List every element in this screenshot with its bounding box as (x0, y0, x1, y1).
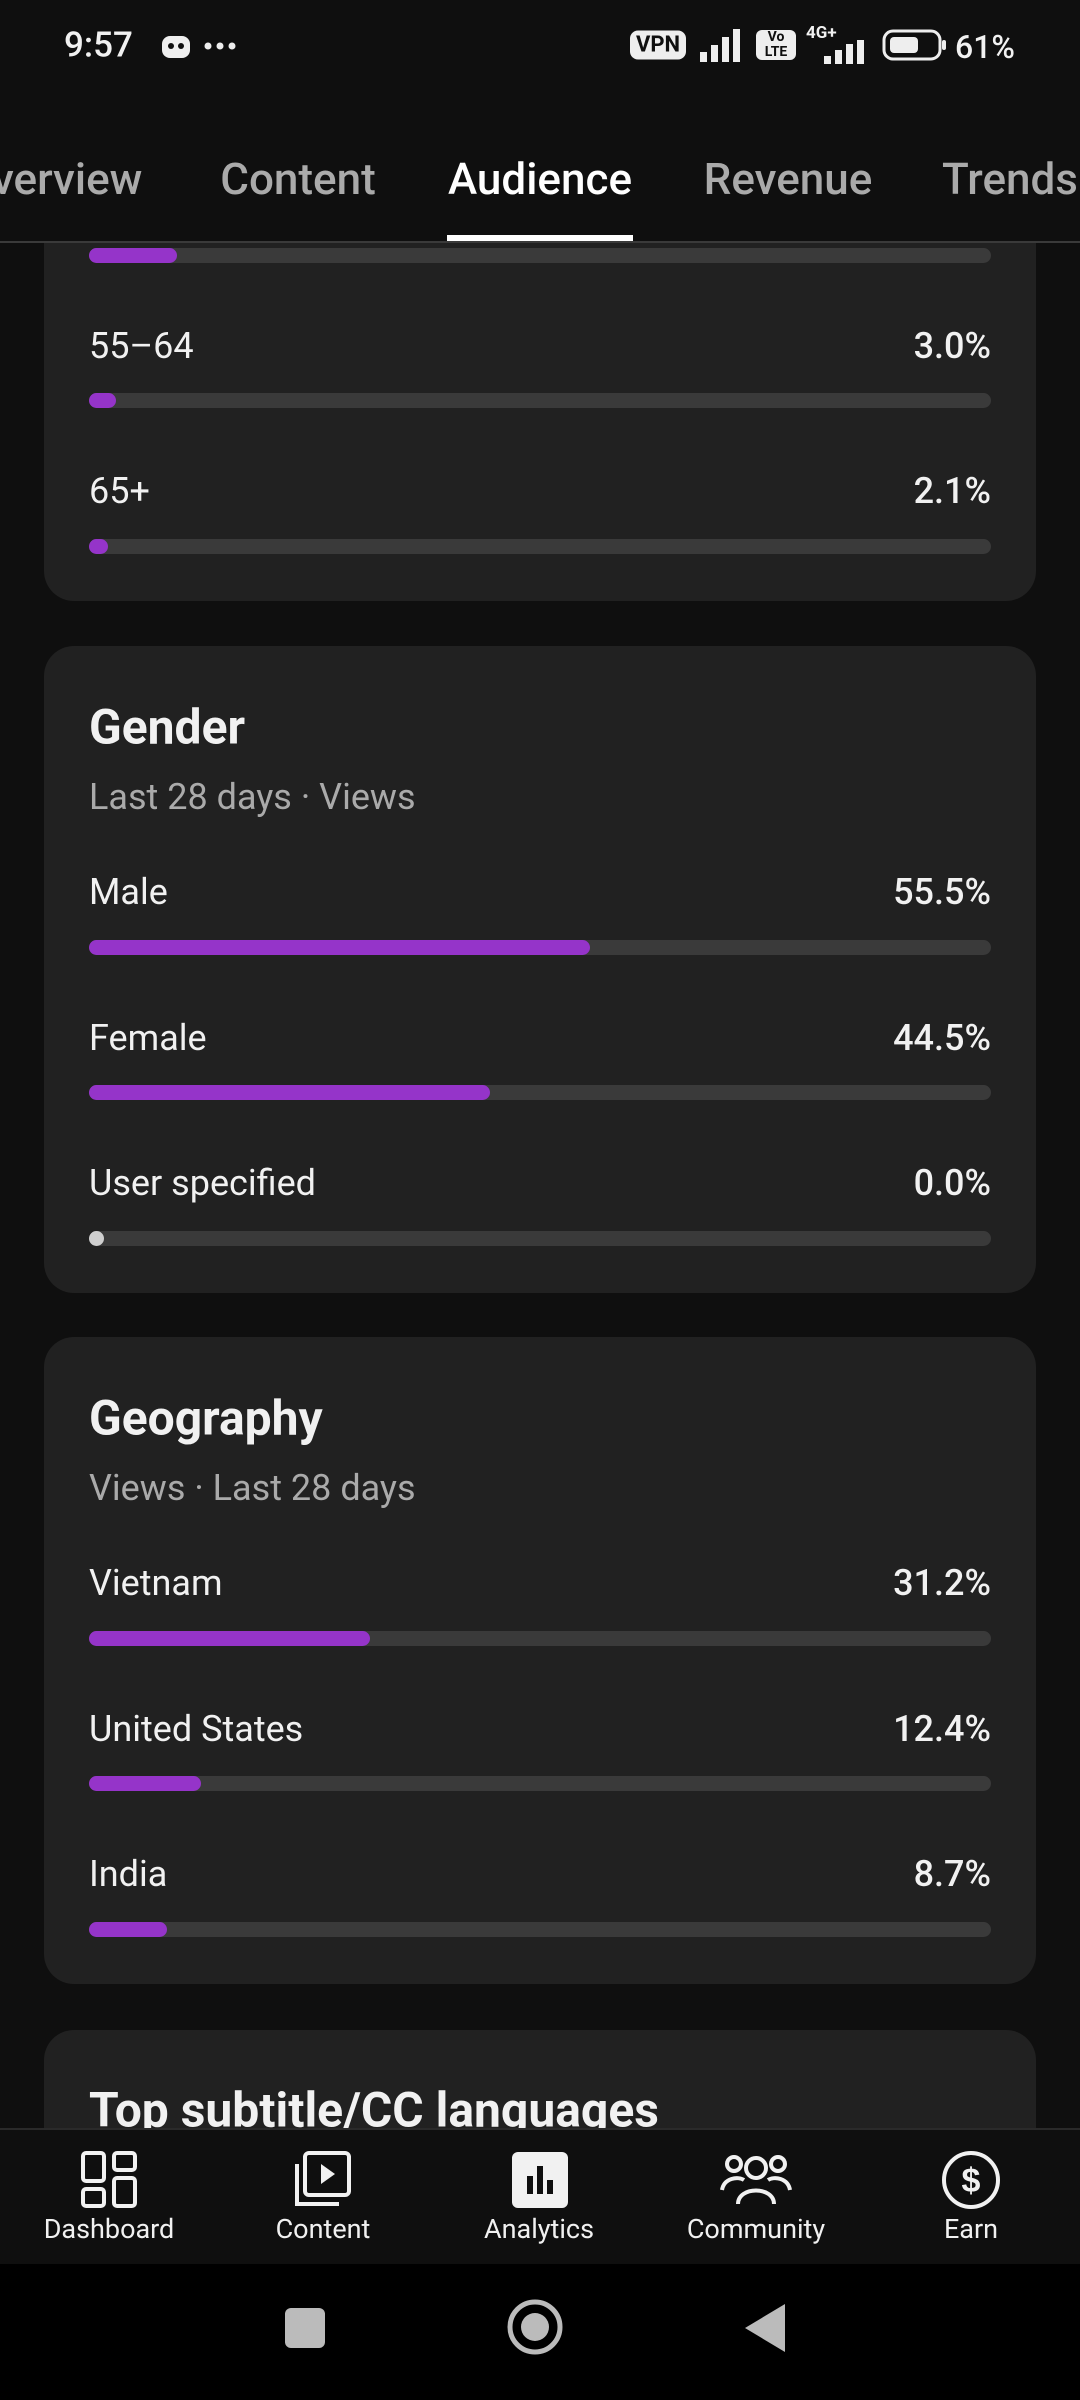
nav-label[interactable]: Dashboard (43, 2213, 175, 2245)
row-label: Vietnam (89, 1562, 223, 1604)
section-subtitle: Views · Last 28 days (89, 1467, 416, 1509)
section-title: Top subtitle/CC languages (89, 2081, 659, 2129)
bar (89, 1921, 168, 1937)
card (44, 2030, 1036, 2128)
community-icon[interactable] (720, 2150, 792, 2210)
status-icons-left (162, 36, 236, 58)
row-label: 55–64 (89, 324, 194, 367)
tab[interactable]: Overview (0, 153, 143, 205)
network-type: 4G+ (806, 23, 837, 43)
row-label: 65+ (89, 470, 150, 512)
bar-track (89, 1921, 991, 1937)
system-nav-icons (285, 2299, 785, 2355)
tab[interactable]: Content (220, 153, 376, 205)
dashboard-icon[interactable] (80, 2150, 140, 2210)
content: 55–64 3.0% 65+ 2.1% Gender Last 28 days · Vie… (0, 243, 1080, 2128)
bar (89, 1085, 491, 1100)
card (44, 1337, 1036, 1984)
nav-label[interactable]: Community (686, 2213, 826, 2245)
bar-track (89, 538, 991, 554)
bar (89, 1630, 371, 1646)
bar-track (89, 1776, 991, 1791)
row-value: 44.5% (893, 1016, 991, 1059)
row-label: Female (89, 1016, 207, 1059)
nav-label[interactable]: Earn (943, 2213, 999, 2245)
bar-track (89, 1630, 991, 1646)
section-title: Geography (89, 1389, 323, 1447)
bar (89, 393, 117, 408)
bottom-nav: $ Dashboard Content Analytics Community Earn (0, 2128, 1080, 2264)
bar (89, 247, 178, 263)
time: 9:57 (64, 24, 133, 66)
home-button[interactable] (507, 2299, 563, 2355)
bar (89, 1230, 104, 1246)
bar-track (89, 247, 991, 263)
svg-text:$: $ (962, 2162, 981, 2200)
earn-icon[interactable]: $ (941, 2150, 1001, 2210)
tab[interactable]: Trends (942, 153, 1078, 205)
row-value: 12.4% (893, 1707, 991, 1750)
status-bar: 9:57 VPN Vo LTE 4G+ 61% (0, 0, 1080, 90)
section-title: Gender (89, 698, 246, 756)
nav-label[interactable]: Analytics (483, 2213, 595, 2245)
bar-track (89, 1085, 991, 1100)
tab-indicator (447, 235, 633, 241)
row-value: 2.1% (913, 470, 991, 512)
battery-icon (882, 29, 946, 61)
card (44, 646, 1036, 1293)
tab[interactable]: Revenue (703, 153, 873, 205)
battery-level: 61% (955, 28, 1015, 66)
content-icon[interactable] (293, 2150, 353, 2210)
signal-icon (700, 29, 740, 62)
row-label: Male (89, 871, 168, 913)
row-label: United States (89, 1707, 304, 1750)
signal-icon-2 (824, 40, 864, 64)
nav-label[interactable]: Content (275, 2213, 371, 2245)
bar (89, 538, 108, 554)
tab-bar: Overview Content Audience Revenue Trends (0, 90, 1080, 243)
row-value: 31.2% (893, 1562, 991, 1604)
row-label: India (89, 1853, 168, 1895)
row-value: 55.5% (893, 871, 991, 913)
bar-track (89, 1230, 991, 1246)
row-value: 0.0% (913, 1162, 991, 1204)
recents-button[interactable] (285, 2308, 325, 2348)
section-subtitle: Last 28 days · Views (89, 776, 416, 818)
row-value: 8.7% (913, 1853, 991, 1895)
row-value: 3.0% (913, 324, 991, 367)
tab[interactable]: Audience (447, 153, 633, 205)
vpn-badge: VPN (630, 30, 687, 60)
bar-track (89, 939, 991, 955)
bar (89, 1776, 201, 1791)
volte-badge: Vo LTE (756, 30, 796, 60)
bar (89, 939, 590, 955)
row-label: User specified (89, 1162, 316, 1204)
back-button[interactable] (745, 2304, 785, 2352)
analytics-icon[interactable] (510, 2150, 570, 2210)
system-nav (0, 2264, 1080, 2400)
bar-track (89, 393, 991, 408)
